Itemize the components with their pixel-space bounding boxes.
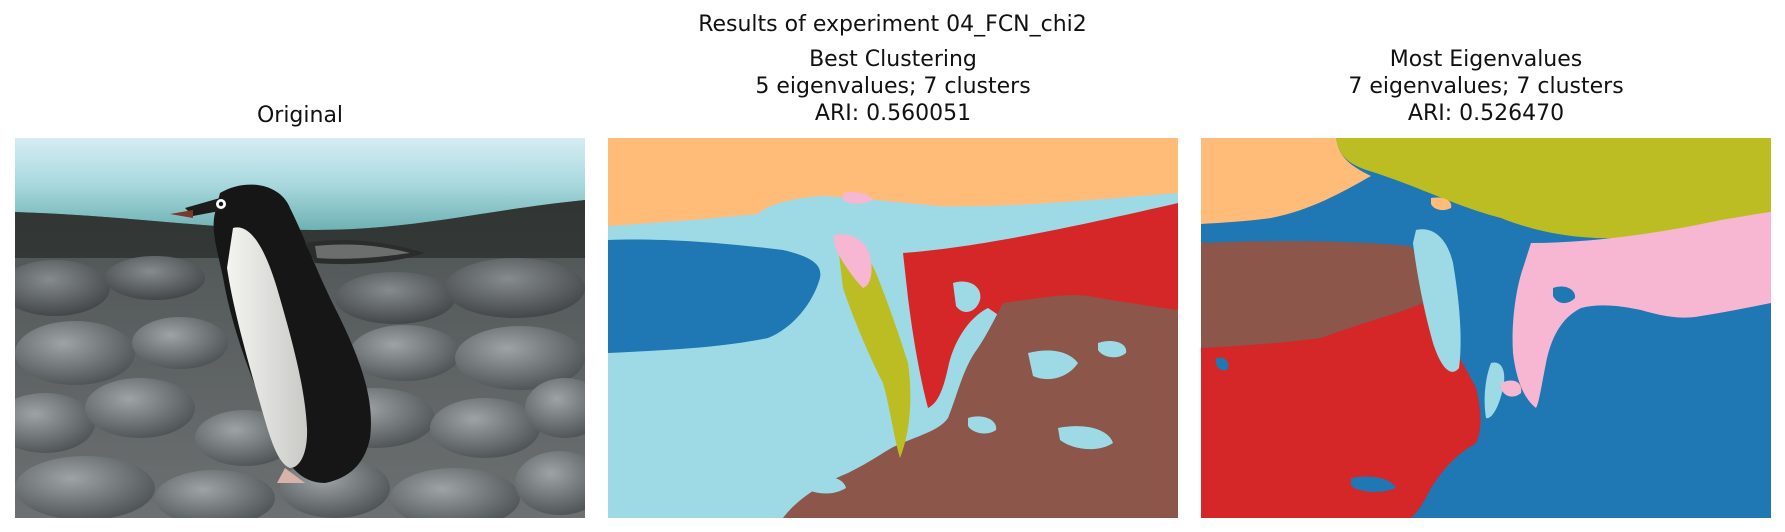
panel-title-line: ARI: 0.526470 bbox=[1407, 101, 1565, 126]
segmentation-best-svg bbox=[608, 138, 1178, 518]
segment-blue bbox=[608, 239, 821, 353]
dark-band bbox=[15, 200, 585, 258]
segment-red bbox=[1201, 303, 1481, 518]
segment-light-blue bbox=[1413, 229, 1461, 372]
segment-olive bbox=[838, 245, 911, 458]
panel-title-line: Original bbox=[256, 103, 344, 128]
panel-title-best-clustering: Best Clustering 5 eigenvalues; 7 cluster… bbox=[608, 46, 1178, 127]
segment-brown bbox=[1201, 241, 1424, 348]
segment-brown bbox=[783, 295, 1178, 518]
panel-title-line: ARI: 0.560051 bbox=[814, 101, 972, 126]
panel-title-line: 7 eigenvalues; 7 clusters bbox=[1348, 74, 1624, 99]
panel-title-line: 5 eigenvalues; 7 clusters bbox=[755, 74, 1031, 99]
ice-background bbox=[15, 138, 585, 230]
panel-title-line: Best Clustering bbox=[809, 47, 977, 72]
original-image bbox=[15, 138, 585, 518]
segment-orange bbox=[608, 138, 1178, 226]
panel-title-line: Most Eigenvalues bbox=[1389, 47, 1583, 72]
figure-suptitle: Results of experiment 04_FCN_chi2 bbox=[698, 12, 1087, 37]
segment-pink bbox=[1512, 212, 1771, 408]
segment-olive bbox=[1336, 138, 1771, 239]
segment-orange bbox=[1201, 138, 1371, 224]
most-eigenvalues-image bbox=[1201, 138, 1771, 518]
panel-title-most-eigenvalues: Most Eigenvalues 7 eigenvalues; 7 cluste… bbox=[1201, 46, 1771, 127]
original-photo-svg bbox=[15, 138, 585, 518]
penguin bbox=[170, 184, 425, 483]
panel-title-original: Original bbox=[15, 102, 585, 129]
best-clustering-image bbox=[608, 138, 1178, 518]
segment-pink bbox=[833, 234, 872, 288]
segmentation-most-svg bbox=[1201, 138, 1771, 518]
